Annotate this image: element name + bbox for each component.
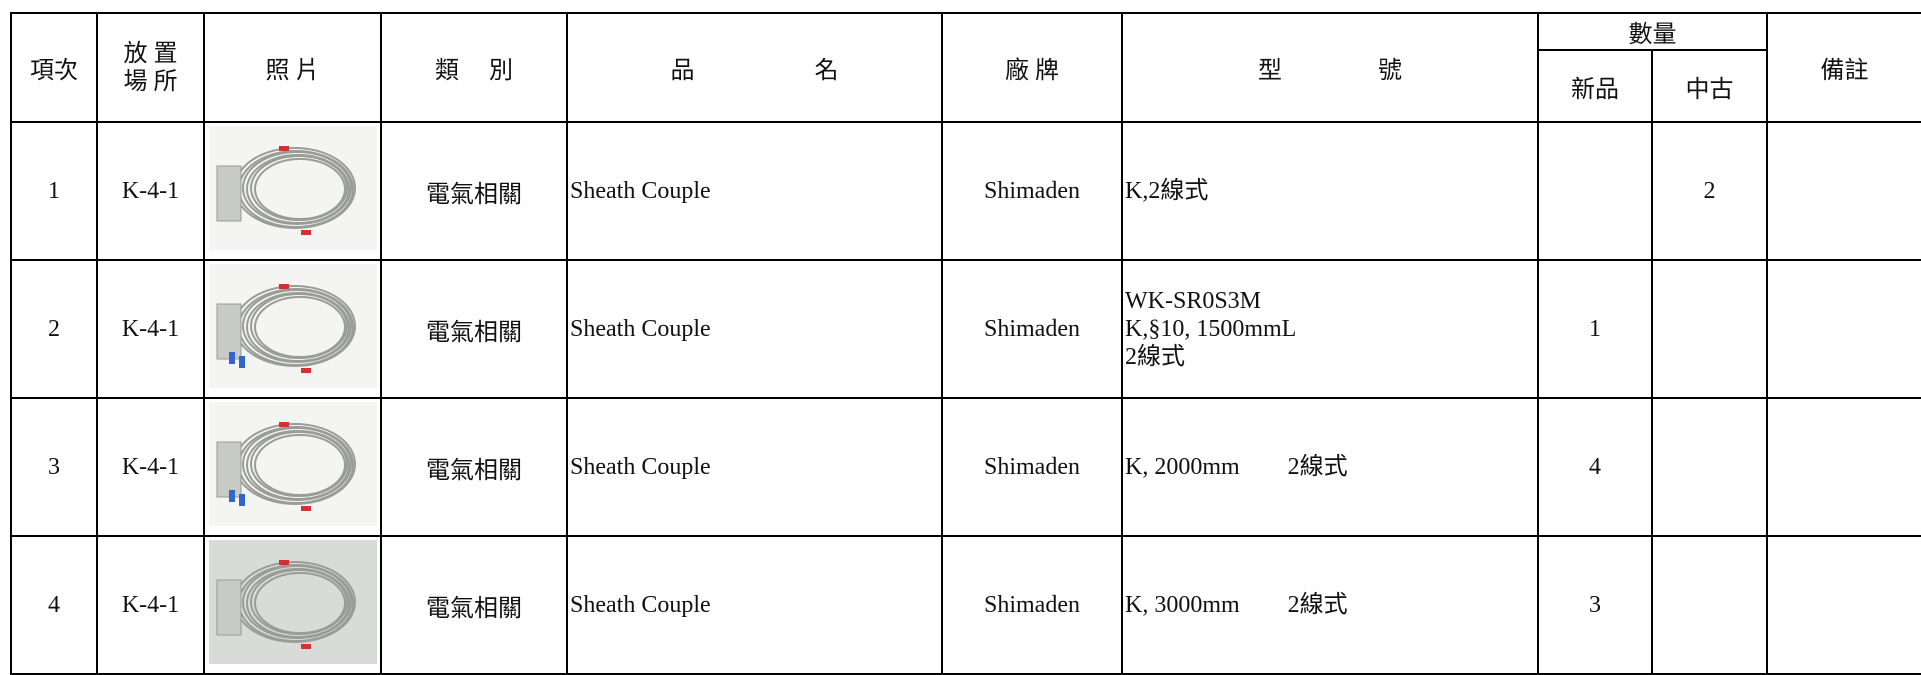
photo-cell bbox=[203, 259, 382, 399]
header-cell: 類 別 bbox=[380, 12, 568, 123]
model-line: 2線式 bbox=[1125, 344, 1185, 370]
model: K, 2000mm 2線式 bbox=[1121, 397, 1539, 537]
model-line: K,§10, 1500mmL bbox=[1125, 316, 1297, 342]
header-cell: 照 片 bbox=[203, 12, 382, 123]
photo-cell bbox=[203, 121, 382, 261]
location: K-4-1 bbox=[96, 535, 205, 675]
brand: Shimaden bbox=[941, 259, 1123, 399]
brand: Shimaden bbox=[941, 535, 1123, 675]
quantity-used bbox=[1651, 397, 1768, 537]
location: K-4-1 bbox=[96, 121, 205, 261]
header-cell: 新品 bbox=[1537, 49, 1653, 123]
item-name: Sheath Couple bbox=[566, 259, 943, 399]
location: K-4-1 bbox=[96, 397, 205, 537]
table-row: 1 K-4-1 電氣相關 Sheath Couple Shimaden K,2線式 2 bbox=[10, 121, 1921, 261]
quantity-used bbox=[1651, 259, 1768, 399]
remarks bbox=[1766, 535, 1921, 675]
model-line: K,2線式 bbox=[1125, 178, 1209, 204]
model: WK-SR0S3M K,§10, 1500mmL 2線式 bbox=[1121, 259, 1539, 399]
brand: Shimaden bbox=[941, 121, 1123, 261]
page: {"table":{ "header":{"no":"項次","location… bbox=[10, 12, 1921, 675]
remarks bbox=[1766, 121, 1921, 261]
photo-cell bbox=[203, 535, 382, 675]
header-line: 放 置 bbox=[123, 40, 178, 67]
product-photo bbox=[208, 263, 377, 388]
model: K,2線式 bbox=[1121, 121, 1539, 261]
category: 電氣相關 bbox=[380, 259, 568, 399]
quantity-new: 1 bbox=[1537, 259, 1653, 399]
table-row: 2 K-4-1 電氣相關 Sheath Couple Shimaden WK-SR0S3M… bbox=[10, 259, 1921, 399]
model: K, 3000mm 2線式 bbox=[1121, 535, 1539, 675]
product-photo bbox=[208, 539, 377, 664]
header-cell: 廠 牌 bbox=[941, 12, 1123, 123]
page-body: 項次 放 置場 所 照 片 類 別 品 名 廠 牌 型 號 數量 備註 新品 中… bbox=[10, 12, 1921, 675]
product-photo bbox=[208, 401, 377, 526]
table-row: 3 K-4-1 電氣相關 Sheath Couple Shimaden K, 2000mm… bbox=[10, 397, 1921, 537]
header-cell: 中古 bbox=[1651, 49, 1768, 123]
header-cell: 項次 bbox=[10, 12, 98, 123]
item-number: 4 bbox=[10, 535, 98, 675]
model-line: WK-SR0S3M bbox=[1125, 288, 1262, 314]
item-name: Sheath Couple bbox=[566, 121, 943, 261]
item-name: Sheath Couple bbox=[566, 535, 943, 675]
product-photo bbox=[208, 125, 377, 250]
header-cell: 備註 bbox=[1766, 12, 1921, 123]
header-cell: 放 置場 所 bbox=[96, 12, 205, 123]
remarks bbox=[1766, 259, 1921, 399]
quantity-used: 2 bbox=[1651, 121, 1768, 261]
location: K-4-1 bbox=[96, 259, 205, 399]
item-number: 3 bbox=[10, 397, 98, 537]
quantity-new: 4 bbox=[1537, 397, 1653, 537]
table-header: 項次 放 置場 所 照 片 類 別 品 名 廠 牌 型 號 數量 備註 新品 中… bbox=[10, 12, 1921, 123]
header-cell: 型 號 bbox=[1121, 12, 1539, 123]
item-number: 2 bbox=[10, 259, 98, 399]
category: 電氣相關 bbox=[380, 535, 568, 675]
table-body: 1 K-4-1 電氣相關 Sheath Couple Shimaden K,2線式 2 2 K-… bbox=[10, 121, 1921, 675]
inventory-table: 項次 放 置場 所 照 片 類 別 品 名 廠 牌 型 號 數量 備註 新品 中… bbox=[10, 12, 1921, 675]
remarks bbox=[1766, 397, 1921, 537]
quantity-used bbox=[1651, 535, 1768, 675]
brand: Shimaden bbox=[941, 397, 1123, 537]
photo-cell bbox=[203, 397, 382, 537]
quantity-new: 3 bbox=[1537, 535, 1653, 675]
category: 電氣相關 bbox=[380, 121, 568, 261]
header-line: 場 所 bbox=[123, 68, 178, 95]
table-row: 4 K-4-1 電氣相關 Sheath Couple Shimaden K, 3000mm… bbox=[10, 535, 1921, 675]
header-cell: 數量 bbox=[1537, 12, 1768, 51]
header-cell: 品 名 bbox=[566, 12, 943, 123]
model-line: K, 3000mm 2線式 bbox=[1125, 592, 1348, 618]
category: 電氣相關 bbox=[380, 397, 568, 537]
quantity-new bbox=[1537, 121, 1653, 261]
model-line: K, 2000mm 2線式 bbox=[1125, 454, 1348, 480]
item-name: Sheath Couple bbox=[566, 397, 943, 537]
item-number: 1 bbox=[10, 121, 98, 261]
